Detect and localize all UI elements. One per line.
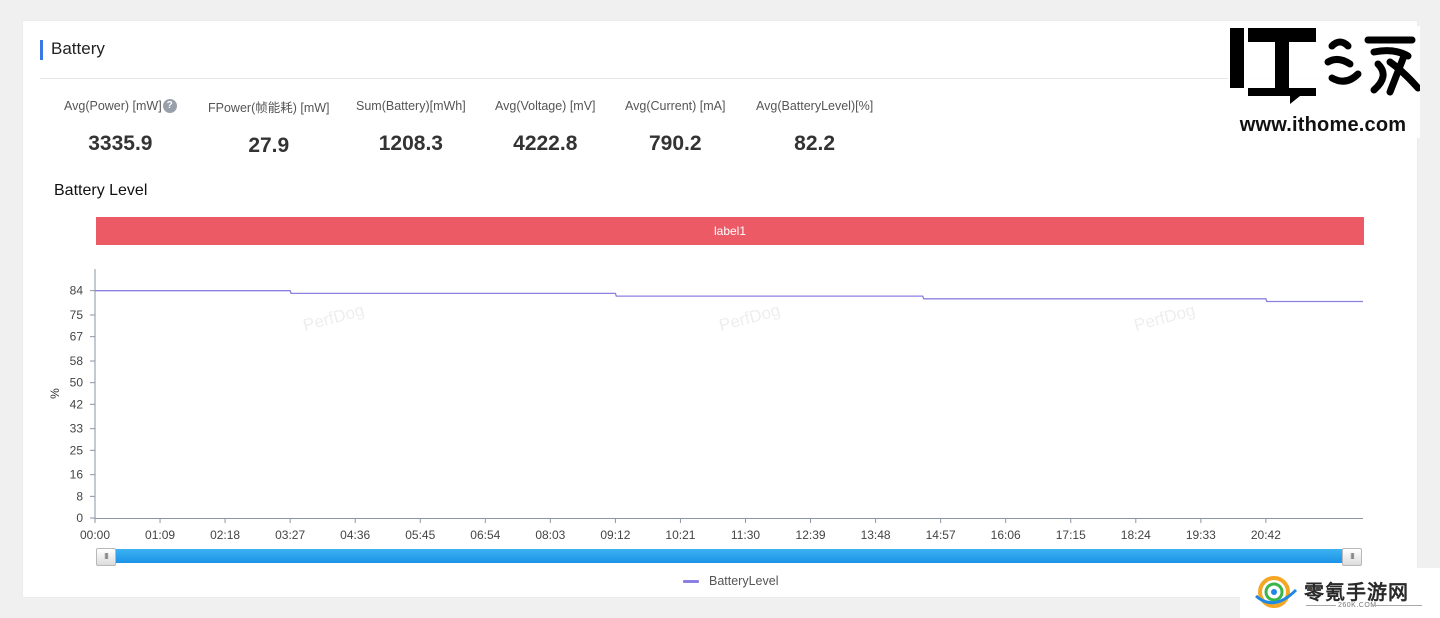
x-tick-label: 18:24 xyxy=(1121,528,1151,542)
x-tick-label: 20:42 xyxy=(1251,528,1281,542)
metric-value: 82.2 xyxy=(794,132,836,155)
zoom-slider-start-handle[interactable]: III xyxy=(96,548,116,566)
x-axis-ticks: 00:00 01:09 02:18 03:27 04:36 05:45 06:54 08:03… xyxy=(80,518,1281,542)
zoom-slider-end-handle[interactable]: III xyxy=(1342,548,1362,566)
y-tick-label: 84 xyxy=(70,284,84,298)
metric-sum-battery: Sum(Battery)[mWh] 1208.3 xyxy=(356,97,466,156)
legend-label: BatteryLevel xyxy=(709,574,779,588)
metric-value: 27.9 xyxy=(248,134,290,157)
metric-label: Avg(Power) [mW] ? xyxy=(64,99,177,113)
metric-value: 4222.8 xyxy=(513,132,578,155)
x-tick-label: 12:39 xyxy=(796,528,826,542)
chart-axes xyxy=(94,269,1363,519)
x-tick-label: 06:54 xyxy=(470,528,500,542)
x-tick-label: 01:09 xyxy=(145,528,175,542)
watermark-text: PerfDog xyxy=(301,300,366,334)
series-line-batterylevel xyxy=(95,290,1363,303)
x-tick-label: 02:18 xyxy=(210,528,240,542)
corner-logo-icon xyxy=(1255,576,1298,608)
metric-label: Avg(Current) [mA] xyxy=(625,99,726,113)
metric-fpower: FPower(帧能耗) [mW] 27.9 xyxy=(208,97,330,158)
corner-divider-left xyxy=(1306,605,1336,606)
y-axis-ticks: 0 8 16 25 33 42 50 58 67 75 84 xyxy=(70,284,95,525)
section-accent-bar xyxy=(40,40,43,60)
y-tick-label: 0 xyxy=(76,511,83,525)
metric-value: 3335.9 xyxy=(88,132,153,155)
metric-value: 790.2 xyxy=(648,132,702,155)
y-tick-label: 25 xyxy=(70,443,84,457)
x-tick-label: 16:06 xyxy=(991,528,1021,542)
x-tick-label: 00:00 xyxy=(80,528,110,542)
y-tick-label: 42 xyxy=(70,397,84,411)
y-tick-label: 33 xyxy=(70,422,84,436)
watermark-layer: PerfDog PerfDog PerfDog xyxy=(301,300,1197,334)
x-tick-label: 19:33 xyxy=(1186,528,1216,542)
ithome-watermark: www.ithome.com xyxy=(1228,26,1420,138)
metric-avg-battery-level: Avg(BatteryLevel)[%] 82.2 xyxy=(756,97,873,156)
x-tick-label: 10:21 xyxy=(665,528,695,542)
y-tick-label: 16 xyxy=(70,468,84,482)
corner-divider-right xyxy=(1372,605,1422,606)
chart-title: Battery Level xyxy=(54,182,148,199)
y-tick-label: 8 xyxy=(76,489,83,503)
section-header: Battery xyxy=(40,21,1418,79)
corner-brand-sub: 260K.COM xyxy=(1338,602,1377,609)
corner-brand-name: 零氪手游网 xyxy=(1304,582,1409,604)
watermark-text: PerfDog xyxy=(1132,300,1197,334)
chart-legend[interactable]: BatteryLevel xyxy=(683,574,778,588)
metric-avg-power: Avg(Power) [mW] ? 3335.9 xyxy=(64,97,177,156)
metric-avg-voltage: Avg(Voltage) [mV] 4222.8 xyxy=(495,97,596,156)
battery-panel: Battery Avg(Power) [mW] ? 3335.9 FPower(… xyxy=(22,20,1418,598)
label-band[interactable]: label1 xyxy=(96,217,1364,245)
y-tick-label: 58 xyxy=(70,354,84,368)
x-tick-label: 14:57 xyxy=(926,528,956,542)
metric-label-text: Avg(Power) [mW] xyxy=(64,99,162,113)
y-axis-label: % xyxy=(48,388,62,399)
ithome-logo-icon xyxy=(1230,28,1420,104)
question-icon[interactable]: ? xyxy=(162,99,177,113)
metric-value: 1208.3 xyxy=(378,132,443,155)
corner-watermark: 零氪手游网 260K.COM xyxy=(1240,568,1440,618)
x-tick-label: 13:48 xyxy=(861,528,891,542)
x-tick-label: 17:15 xyxy=(1056,528,1086,542)
section-title: Battery xyxy=(51,39,105,58)
x-tick-label: 08:03 xyxy=(535,528,565,542)
x-tick-label: 03:27 xyxy=(275,528,305,542)
y-tick-label: 67 xyxy=(70,330,84,344)
metric-label: Sum(Battery)[mWh] xyxy=(356,99,466,113)
metric-label: Avg(BatteryLevel)[%] xyxy=(756,99,874,113)
battery-level-chart: PerfDog PerfDog PerfDog 0 8 16 25 33 42 50 58 67 75… xyxy=(48,269,1363,542)
ithome-url: www.ithome.com xyxy=(1239,114,1407,136)
metric-label: Avg(Voltage) [mV] xyxy=(495,99,596,113)
x-tick-label: 09:12 xyxy=(600,528,630,542)
y-tick-label: 50 xyxy=(70,376,84,390)
metric-avg-current: Avg(Current) [mA] 790.2 xyxy=(625,97,726,156)
legend-swatch xyxy=(683,579,699,583)
metric-label: FPower(帧能耗) [mW] xyxy=(208,101,330,115)
x-tick-label: 11:30 xyxy=(731,528,760,542)
y-tick-label: 75 xyxy=(70,308,84,322)
zoom-slider-track[interactable] xyxy=(106,549,1353,563)
watermark-text: PerfDog xyxy=(717,300,782,334)
x-tick-label: 05:45 xyxy=(405,528,435,542)
series-layer xyxy=(95,290,1363,303)
x-tick-label: 04:36 xyxy=(340,528,370,542)
